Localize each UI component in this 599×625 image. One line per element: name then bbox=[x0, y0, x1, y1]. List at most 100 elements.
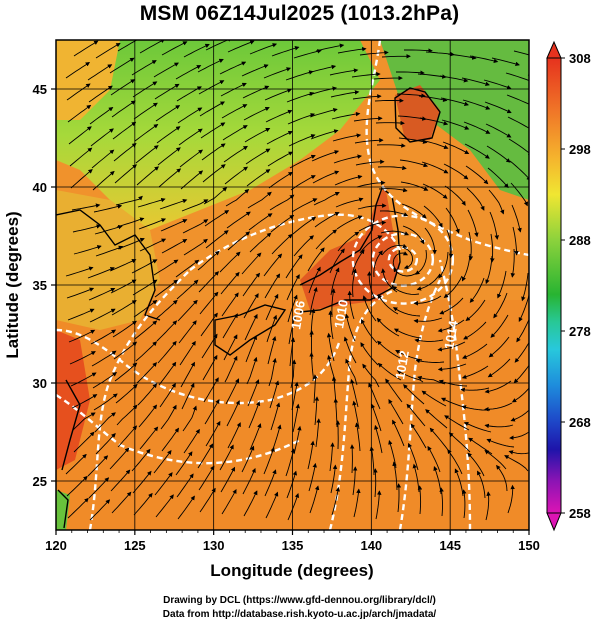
wind-streamline bbox=[66, 475, 88, 497]
wind-streamline bbox=[511, 204, 522, 233]
wind-streamline bbox=[264, 469, 277, 497]
y-tick-label: 45 bbox=[33, 82, 47, 97]
wind-streamline bbox=[139, 238, 167, 252]
wind-streamline bbox=[290, 359, 297, 389]
wind-streamline bbox=[160, 219, 188, 232]
wind-streamline bbox=[307, 64, 337, 74]
wind-streamline bbox=[460, 387, 490, 393]
wind-streamline bbox=[242, 85, 270, 99]
wind-streamline bbox=[329, 442, 335, 472]
wind-streamline bbox=[469, 55, 499, 64]
wind-streamline bbox=[245, 335, 257, 363]
wind-streamline bbox=[131, 60, 157, 76]
wind-streamline bbox=[241, 445, 255, 473]
wind-streamline bbox=[376, 143, 406, 148]
wind-streamline bbox=[443, 275, 463, 298]
wind-streamline bbox=[533, 185, 548, 208]
wind-streamline bbox=[267, 151, 294, 167]
wind-streamline bbox=[420, 139, 449, 150]
wind-streamline bbox=[139, 426, 159, 450]
wind-streamline bbox=[381, 54, 411, 59]
wind-streamline bbox=[489, 211, 499, 240]
wind-streamline bbox=[109, 57, 135, 74]
wind-streamline bbox=[197, 443, 214, 469]
wind-streamline bbox=[466, 187, 485, 211]
wind-streamline bbox=[347, 290, 355, 320]
wind-streamline bbox=[139, 40, 166, 54]
wind-streamline bbox=[222, 313, 238, 339]
wind-streamline bbox=[227, 422, 241, 449]
wind-streamline bbox=[175, 259, 200, 278]
wind-streamline bbox=[138, 218, 167, 230]
wind-streamline bbox=[69, 147, 93, 167]
wind-streamline bbox=[429, 427, 449, 451]
wind-streamline bbox=[267, 336, 277, 365]
wind-streamline bbox=[331, 111, 361, 120]
wind-streamline bbox=[291, 198, 318, 213]
wind-streamline bbox=[219, 61, 247, 75]
wind-streamline bbox=[493, 292, 508, 319]
wind-streamline bbox=[269, 380, 280, 409]
wind-streamline bbox=[249, 43, 278, 55]
wind-streamline bbox=[484, 423, 514, 429]
wind-streamline bbox=[287, 493, 300, 521]
wind-streamline bbox=[335, 197, 364, 208]
wind-streamline bbox=[315, 229, 338, 250]
wind-streamline bbox=[465, 165, 489, 185]
wind-streamline bbox=[392, 286, 420, 295]
wind-streamline bbox=[269, 194, 295, 211]
wind-streamline bbox=[401, 203, 427, 219]
wind-streamline bbox=[114, 164, 137, 184]
x-axis-title: Longitude (degrees) bbox=[210, 561, 373, 580]
wind-streamline bbox=[329, 68, 359, 76]
x-tick-label: 145 bbox=[439, 538, 461, 553]
wind-streamline bbox=[360, 342, 379, 366]
wind-streamline bbox=[248, 401, 261, 429]
wind-streamline bbox=[153, 449, 172, 474]
wind-streamline bbox=[469, 277, 485, 303]
wind-streamline bbox=[154, 83, 180, 100]
wind-streamline bbox=[535, 229, 539, 257]
wind-streamline bbox=[112, 320, 137, 338]
wind-streamline bbox=[293, 235, 314, 257]
wind-streamline bbox=[518, 294, 529, 323]
wind-streamline bbox=[315, 418, 321, 448]
wind-streamline bbox=[400, 181, 429, 191]
wind-streamline bbox=[467, 209, 479, 238]
wind-streamline bbox=[398, 137, 428, 144]
wind-streamline bbox=[376, 317, 400, 337]
credit-data: Data from http://database.rish.kyoto-u.a… bbox=[162, 609, 437, 620]
wind-streamline bbox=[381, 243, 408, 256]
wind-streamline bbox=[198, 271, 220, 293]
wind-streamline bbox=[462, 343, 488, 359]
wind-streamline bbox=[422, 183, 448, 199]
isobar-ring bbox=[371, 232, 435, 287]
wind-streamline bbox=[418, 95, 448, 102]
wind-streamline bbox=[448, 432, 471, 453]
wind-streamline bbox=[463, 121, 491, 134]
wind-streamline bbox=[133, 299, 158, 318]
wind-streamline bbox=[137, 197, 166, 208]
wind-streamline bbox=[314, 212, 340, 228]
wind-streamline bbox=[427, 445, 441, 473]
wind-streamline bbox=[73, 431, 95, 453]
wind-streamline bbox=[328, 310, 334, 340]
wind-streamline bbox=[181, 199, 209, 212]
wind-streamline bbox=[199, 487, 216, 513]
wind-streamline bbox=[175, 451, 193, 476]
wind-streamline bbox=[114, 362, 138, 382]
wind-streamline bbox=[373, 250, 383, 278]
wind-streamline bbox=[415, 249, 427, 275]
wind-streamline bbox=[182, 405, 197, 432]
wind-streamline bbox=[440, 97, 469, 106]
wind-streamline bbox=[224, 166, 249, 185]
wind-streamline bbox=[178, 320, 197, 344]
wind-streamline bbox=[491, 57, 520, 67]
wind-streamline bbox=[226, 211, 251, 229]
wind-streamline bbox=[353, 116, 383, 122]
wind-streamlines bbox=[65, 40, 548, 521]
wind-streamline bbox=[308, 266, 321, 294]
wind-streamline bbox=[463, 321, 487, 340]
x-tick-label: 125 bbox=[124, 538, 146, 553]
wind-streamline bbox=[464, 143, 490, 159]
